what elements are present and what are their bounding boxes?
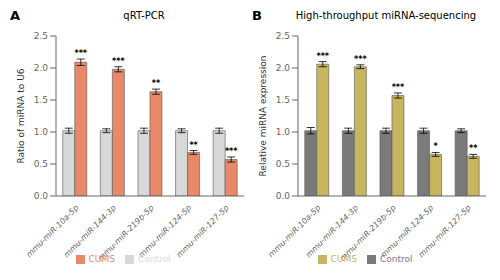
svg-text:2.5: 2.5 (34, 31, 48, 41)
svg-text:1.5: 1.5 (276, 95, 290, 105)
svg-text:mmu-miR-219b-5p: mmu-miR-219b-5p (338, 203, 398, 263)
svg-text:Ratio of miRNA to U6: Ratio of miRNA to U6 (16, 68, 26, 163)
svg-text:2.0: 2.0 (34, 63, 49, 73)
svg-text:2.0: 2.0 (276, 63, 291, 73)
svg-text:**: ** (469, 144, 478, 153)
svg-text:2.5: 2.5 (276, 31, 290, 41)
svg-text:*: * (433, 142, 438, 151)
svg-text:***: *** (225, 147, 238, 156)
svg-text:***: *** (112, 57, 125, 66)
svg-text:***: *** (316, 52, 329, 61)
svg-text:0.5: 0.5 (276, 159, 290, 169)
svg-text:mmu-miR-127-5p: mmu-miR-127-5p (417, 203, 473, 259)
svg-text:***: *** (392, 83, 405, 92)
svg-text:1.5: 1.5 (34, 95, 48, 105)
svg-text:**: ** (152, 79, 161, 88)
svg-text:mmu-miR-219b-5p: mmu-miR-219b-5p (96, 203, 156, 263)
svg-text:***: *** (74, 49, 87, 58)
svg-text:0.0: 0.0 (34, 191, 49, 201)
svg-text:**: ** (189, 141, 198, 150)
svg-text:Relative miRNA expression: Relative miRNA expression (258, 56, 268, 177)
svg-text:***: *** (354, 55, 367, 64)
svg-text:1.0: 1.0 (34, 127, 49, 137)
svg-text:1.0: 1.0 (276, 127, 291, 137)
svg-text:mmu-miR-127-5p: mmu-miR-127-5p (175, 203, 231, 259)
svg-text:0.0: 0.0 (276, 191, 291, 201)
svg-text:0.5: 0.5 (34, 159, 48, 169)
